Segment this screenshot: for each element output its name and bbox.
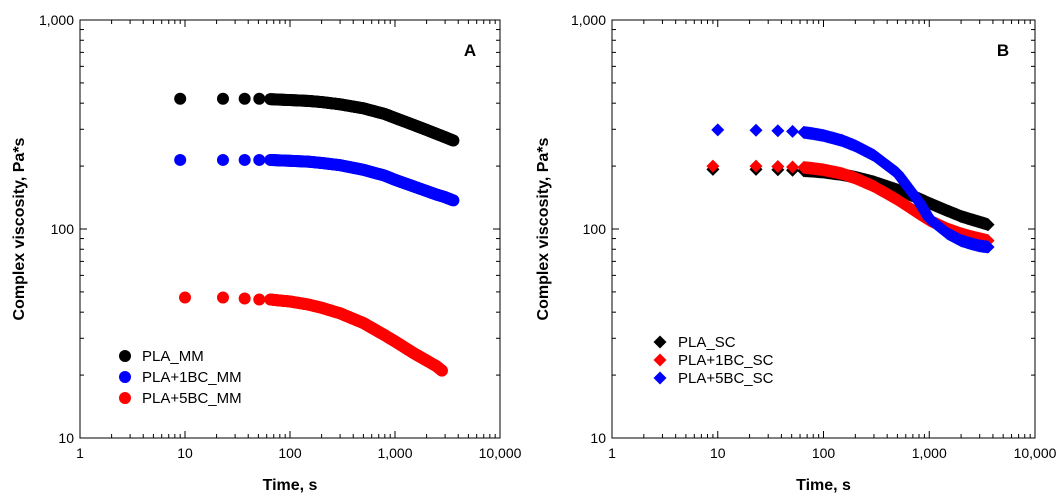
data-point	[174, 153, 187, 166]
legend-marker	[119, 371, 131, 383]
x-tick-label: 10	[177, 445, 193, 461]
series-pla-5bc-mm	[179, 291, 448, 377]
data-point	[238, 292, 251, 305]
y-axis-label: Complex viscosity, Pa*s	[11, 137, 28, 320]
legend-marker	[653, 353, 667, 367]
x-axis-label: Time, s	[263, 477, 318, 494]
y-tick-label: 1,000	[571, 12, 606, 28]
data-point	[435, 363, 448, 376]
x-tick-label: 10,000	[479, 445, 522, 461]
panel-label: A	[464, 41, 476, 60]
y-tick-label: 100	[51, 221, 75, 237]
x-tick-label: 100	[278, 445, 302, 461]
data-point	[216, 92, 229, 105]
x-tick-label: 10	[710, 445, 726, 461]
legend-label: PLA_SC	[678, 334, 736, 351]
plot-frame	[611, 19, 1036, 439]
data-point	[980, 240, 994, 254]
legend-marker	[653, 335, 667, 349]
x-axis-label: Time, s	[796, 477, 851, 494]
data-point	[179, 291, 191, 304]
x-tick-label: 10,000	[1014, 445, 1057, 461]
data-point	[771, 124, 785, 138]
data-point	[238, 153, 251, 166]
data-point	[749, 159, 763, 173]
x-tick-label: 1,000	[912, 445, 947, 461]
series-pla-5bc-sc	[711, 123, 995, 254]
data-point	[749, 123, 763, 137]
x-tick-label: 100	[812, 445, 836, 461]
x-tick-label: 1,000	[377, 445, 412, 461]
y-tick-label: 100	[583, 221, 607, 237]
legend-marker	[119, 392, 131, 404]
legend-marker	[653, 371, 667, 385]
y-axis-label: Complex viscosity, Pa*s	[535, 137, 552, 320]
legend-label: PLA+5BC_SC	[678, 370, 774, 387]
data-point	[216, 291, 229, 304]
x-tick-label: 1	[608, 445, 616, 461]
y-tick-label: 1,000	[39, 12, 74, 28]
series-pla-1bc-mm	[174, 153, 460, 207]
legend-label: PLA+1BC_MM	[142, 369, 242, 386]
data-point	[253, 92, 266, 105]
data-point	[253, 293, 266, 306]
y-tick-label: 10	[590, 430, 606, 446]
legend-label: PLA+1BC_SC	[678, 352, 774, 369]
data-point	[174, 92, 187, 105]
y-tick-label: 10	[58, 430, 74, 446]
data-point	[238, 92, 251, 105]
data-point	[771, 160, 785, 174]
legend-label: PLA+5BC_MM	[142, 390, 242, 407]
data-point	[253, 153, 266, 166]
series-pla-mm	[174, 92, 460, 147]
data-point	[706, 159, 720, 173]
data-point	[980, 217, 994, 231]
legend: PLA_MM PLA+1BC_MM PLA+5BC_MM	[119, 348, 242, 407]
data-point	[786, 160, 800, 174]
data-point	[711, 123, 725, 137]
data-point	[786, 124, 800, 138]
x-tick-label: 1	[76, 445, 84, 461]
legend-marker	[119, 350, 131, 362]
data-point	[216, 153, 229, 166]
legend-label: PLA_MM	[142, 348, 204, 365]
data-point	[446, 194, 459, 207]
data-point	[446, 134, 459, 147]
panel-label: B	[997, 41, 1009, 60]
